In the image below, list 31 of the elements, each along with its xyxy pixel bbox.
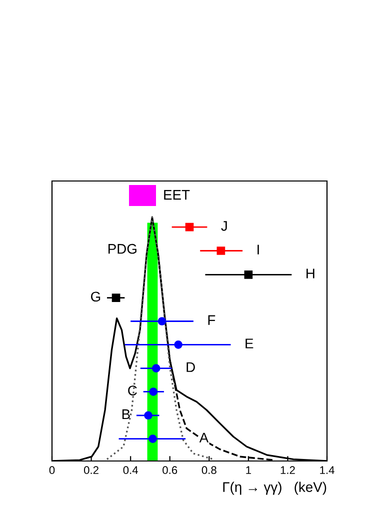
point	[152, 364, 160, 372]
point	[112, 294, 120, 302]
x-tick-label: 1	[246, 466, 251, 474]
x-tick-label: 0.6	[162, 466, 178, 474]
point	[185, 222, 194, 232]
point	[174, 340, 182, 349]
x-axis-title: Γ(η → γγ) (keV)	[223, 482, 326, 495]
annotation: G	[91, 292, 100, 302]
text: EET	[164, 190, 190, 200]
x-tick-label: 1.4	[320, 466, 334, 474]
point	[148, 434, 157, 443]
point	[149, 388, 158, 396]
x-tick-label: 0.8	[202, 466, 216, 474]
annotation: J	[221, 221, 227, 231]
annotation: I	[258, 244, 259, 254]
band-label: PDG	[108, 244, 136, 254]
annotation: A	[199, 432, 209, 442]
point	[216, 246, 226, 255]
annotation: H	[306, 268, 314, 278]
x-tick-label: 0.2	[84, 466, 98, 474]
annotation: B	[122, 409, 130, 419]
x-tick-label: 0.4	[123, 466, 138, 474]
point	[144, 411, 152, 420]
point	[244, 270, 253, 279]
annotation: C	[128, 386, 137, 396]
annotation: E	[246, 338, 254, 348]
annotation: D	[186, 362, 195, 372]
x-tick-label: 0	[49, 466, 55, 474]
x-tick-label: 1.2	[280, 466, 295, 474]
point	[158, 317, 166, 326]
annotation: F	[208, 315, 216, 325]
